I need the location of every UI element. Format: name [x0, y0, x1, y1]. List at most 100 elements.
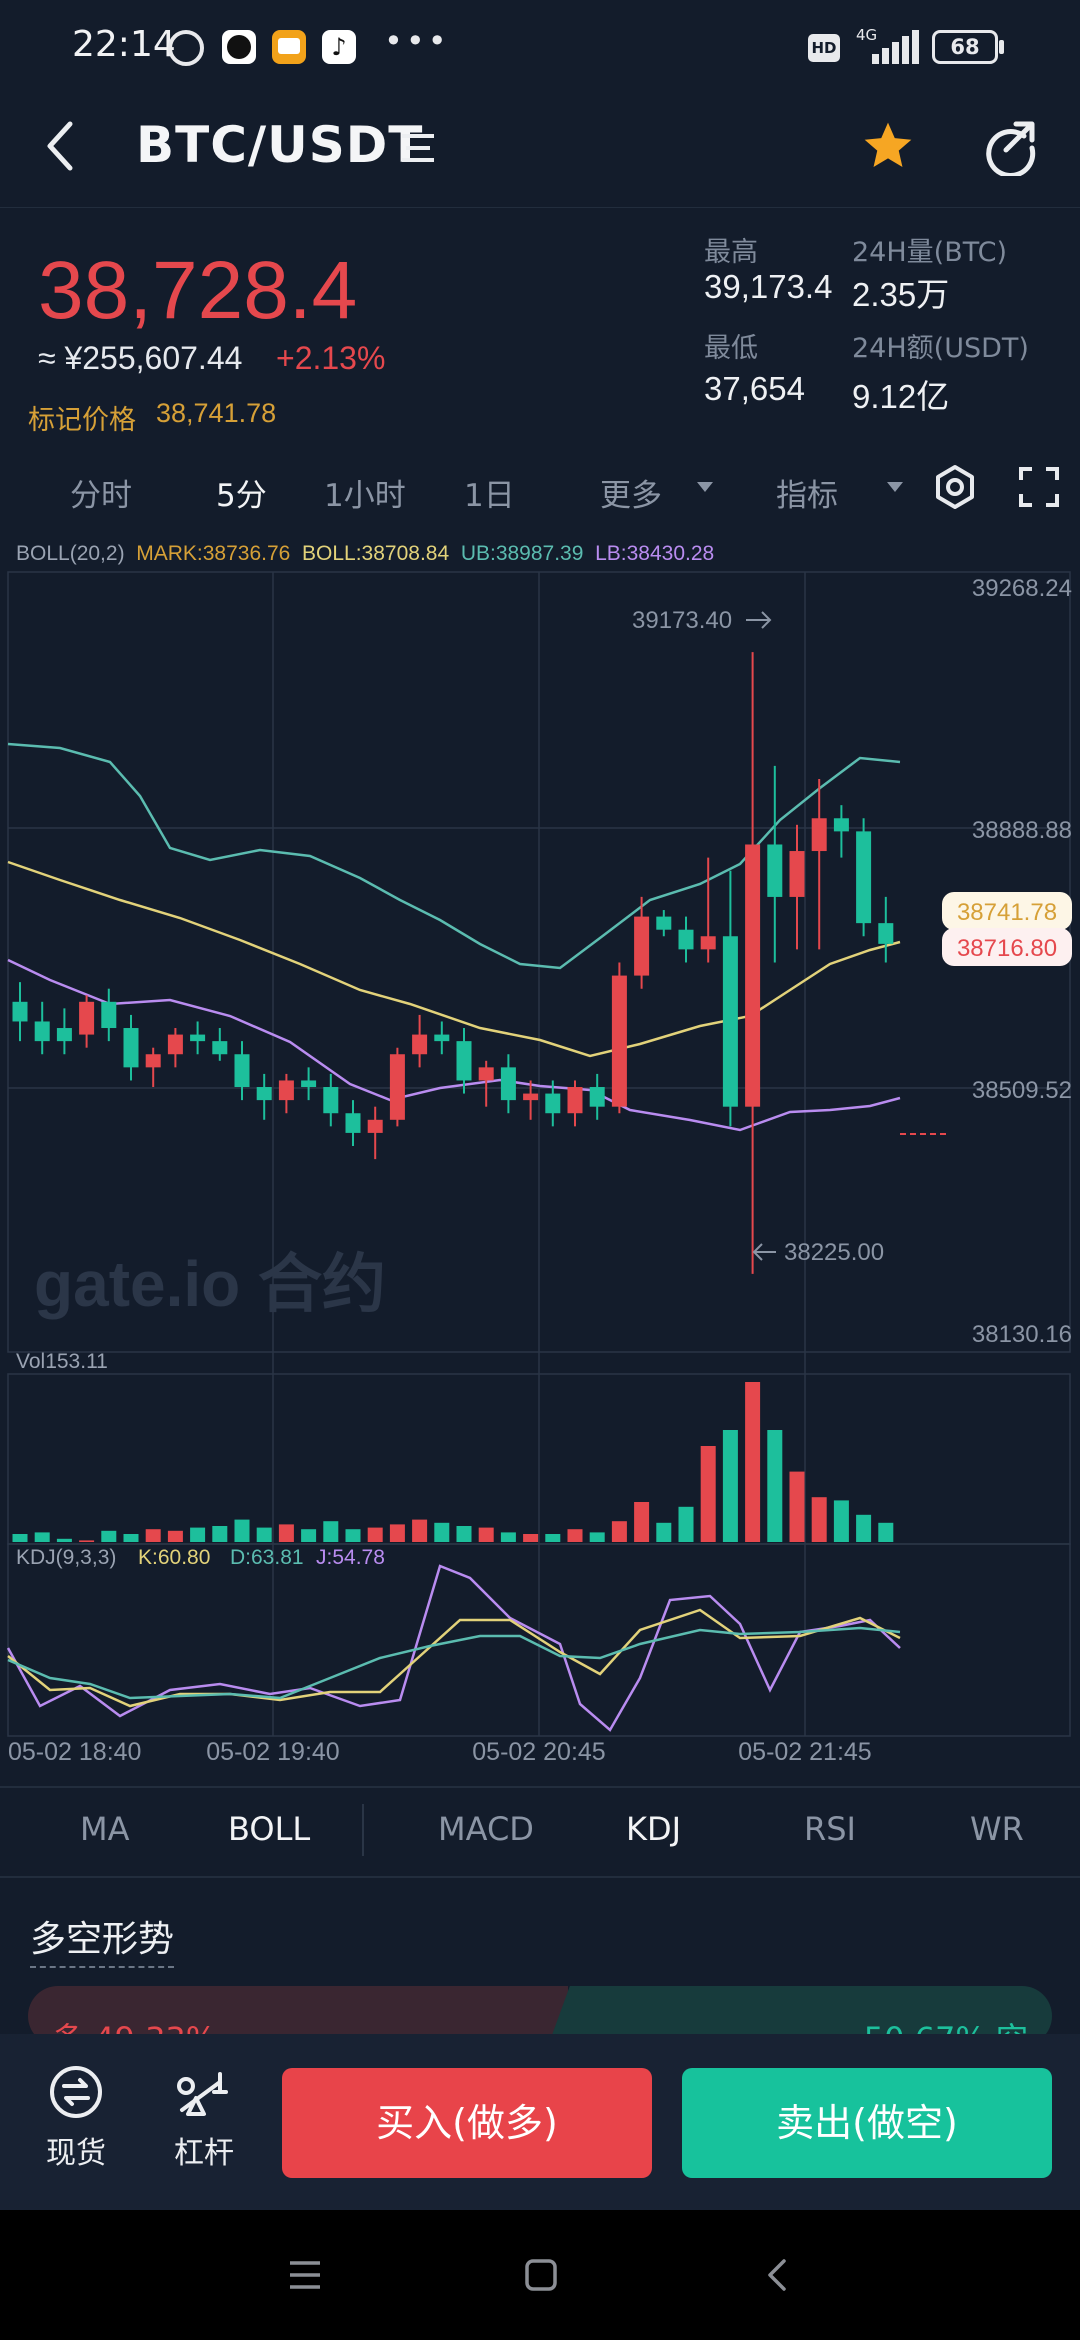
cny-value: ≈ ¥255,607.44	[38, 340, 243, 376]
sell-short-button[interactable]: 卖出(做空)	[682, 2068, 1052, 2178]
candle-body	[745, 844, 761, 1107]
candle-body	[301, 1080, 317, 1088]
candles-group	[12, 652, 894, 1274]
home-icon[interactable]	[524, 2258, 558, 2292]
candle-body	[79, 1001, 95, 1035]
low-annotation-arrow	[752, 1243, 776, 1261]
tab-macd[interactable]: MACD	[438, 1810, 534, 1848]
kdj-d-line	[7, 1626, 901, 1700]
alarm-icon	[168, 30, 204, 66]
kdj-legend-name: KDJ(9,3,3)	[16, 1546, 116, 1569]
high-label: 最高	[704, 237, 758, 268]
buy-long-button[interactable]: 买入(做多)	[282, 2068, 652, 2178]
boll-middle-line	[7, 860, 901, 1058]
kline-chart[interactable]: gate.io 合约 39268.24 38888.88 38509.52 38…	[0, 566, 1080, 1766]
signal-icon: 4G	[852, 26, 922, 66]
candle-body	[478, 1067, 494, 1081]
tab-rsi[interactable]: RSI	[804, 1810, 856, 1848]
candle-body	[190, 1034, 206, 1042]
chart-settings-icon[interactable]	[932, 464, 978, 510]
volume-bar	[256, 1527, 272, 1542]
x-tick-1: 05-02 18:40	[8, 1738, 141, 1766]
volume-bar	[412, 1519, 428, 1542]
back-arrow-icon[interactable]	[38, 116, 82, 176]
volume-bar	[145, 1529, 161, 1542]
divider-2	[0, 1876, 1080, 1878]
network-type-label: 4G	[856, 26, 878, 44]
volume-bar	[878, 1522, 894, 1542]
back-icon[interactable]	[762, 2258, 792, 2292]
tab-1day[interactable]: 1日	[464, 478, 515, 514]
leverage-button[interactable]: 杠杆	[164, 2064, 244, 2184]
tab-1hour[interactable]: 1小时	[324, 478, 406, 514]
candle-body	[234, 1054, 250, 1088]
indicator-dropdown-icon[interactable]	[886, 480, 904, 494]
mark-price-value: 38,741.78	[156, 398, 277, 428]
volume-bar	[34, 1532, 50, 1542]
volume-bar	[79, 1540, 95, 1542]
boll-upper-line	[7, 742, 901, 970]
hd-badge: HD	[808, 34, 840, 62]
tab-more[interactable]: 更多	[600, 478, 662, 514]
y-tick-2: 38888.88	[972, 817, 1072, 844]
boll-lb: LB:38430.28	[595, 542, 715, 565]
volume-bar	[589, 1532, 605, 1542]
boll-lower-line	[7, 958, 901, 1132]
candle-body	[345, 1113, 361, 1133]
last-price: 38,728.4	[38, 245, 358, 336]
volume-bar	[434, 1522, 450, 1542]
pair-title[interactable]: BTC/USDT	[136, 116, 424, 174]
sentiment-title: 多空形势	[30, 1910, 175, 1968]
spot-label: 现货	[46, 2136, 106, 2171]
candle-body	[722, 936, 738, 1107]
app-notification-icon	[222, 30, 256, 64]
volume-bar	[545, 1534, 561, 1542]
last-price-tag-bg	[942, 928, 1072, 966]
tab-timeline[interactable]: 分时	[70, 478, 132, 514]
tab-indicator[interactable]: 指标	[776, 478, 838, 514]
candle-body	[567, 1087, 583, 1114]
battery-icon: 68	[932, 30, 998, 64]
boll-ub: UB:38987.39	[460, 542, 584, 565]
volume-label: 24H量(BTC)	[852, 237, 1008, 268]
volume-bar	[567, 1529, 583, 1542]
spot-button[interactable]: 现货	[36, 2064, 116, 2184]
candle-body	[878, 923, 894, 944]
kdj-k-line	[7, 1608, 901, 1708]
volume-bar	[278, 1524, 294, 1542]
candle-body	[789, 851, 805, 897]
candle-body	[811, 818, 827, 852]
favorite-star-icon[interactable]	[860, 118, 916, 174]
recent-apps-icon[interactable]	[288, 2260, 322, 2290]
candle-body	[278, 1080, 294, 1101]
candle-body	[123, 1028, 139, 1068]
tab-wr[interactable]: WR	[970, 1810, 1024, 1848]
volume-bar	[634, 1502, 650, 1542]
tab-kdj[interactable]: KDJ	[626, 1810, 682, 1848]
candle-body	[12, 1001, 28, 1022]
volume-bar	[123, 1534, 139, 1542]
candle-body	[611, 975, 627, 1107]
share-icon[interactable]	[980, 116, 1040, 176]
tab-boll[interactable]: BOLL	[228, 1810, 311, 1848]
candle-body	[323, 1087, 339, 1114]
tab-5min[interactable]: 5分	[216, 478, 267, 514]
volume-bar	[656, 1522, 672, 1542]
candle-body	[167, 1034, 183, 1055]
boll-mark: MARK:38736.76	[136, 542, 291, 565]
pair-menu-icon[interactable]	[398, 128, 438, 168]
tab-ma[interactable]: MA	[80, 1810, 130, 1848]
fullscreen-icon[interactable]	[1018, 466, 1060, 508]
high-value: 39,173.4	[704, 268, 833, 305]
volume-bar	[523, 1534, 539, 1542]
volume-bar	[833, 1500, 849, 1542]
low-value: 37,654	[704, 370, 805, 407]
more-notifications-icon: •••	[384, 22, 450, 60]
volume-bar	[678, 1506, 694, 1542]
volume-bar	[456, 1526, 472, 1542]
lever-icon	[177, 2072, 228, 2116]
amount-label: 24H额(USDT)	[852, 333, 1029, 364]
volume-value: 2.35万	[852, 276, 950, 313]
more-dropdown-icon[interactable]	[696, 480, 714, 494]
candle-body	[678, 929, 694, 950]
